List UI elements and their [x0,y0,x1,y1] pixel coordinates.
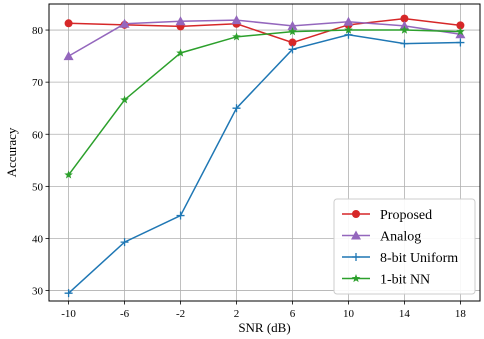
legend: Proposed Analog 8-bit Uniform 1-bit NN [333,198,476,295]
data-point-8-bit-uniform [120,238,129,247]
data-point-proposed [288,38,297,47]
data-point-8-bit-uniform [232,104,241,113]
legend-swatch-marker [351,230,361,240]
legend-swatch-marker [352,253,360,261]
data-point-1-bit-nn [176,48,185,57]
y-tick-label: 30 [32,286,44,298]
data-point-1-bit-nn [232,32,241,41]
legend-label: 8-bit Uniform [380,251,458,266]
data-point-analog [287,20,298,30]
data-point-8-bit-uniform [176,211,185,220]
y-axis-title: Accuracy [4,127,19,177]
series-line-analog [68,19,461,57]
legend-item-1-bit-nn: 1-bit NN [342,273,430,288]
legend-label: Analog [380,230,421,245]
x-tick-label: 14 [399,308,411,320]
data-point-1-bit-nn [456,27,465,36]
data-point-analog [399,20,410,30]
legend-swatch-marker [351,274,361,283]
data-point-1-bit-nn [344,25,353,34]
x-axis-ticks: -10 -6 -2 2 6 10 14 18 [61,301,466,320]
data-point-1-bit-nn [120,95,129,104]
series-analog [63,15,466,61]
plot-frame [48,3,481,302]
data-point-8-bit-uniform [456,38,465,47]
data-point-8-bit-uniform [288,45,297,54]
series-1-bit-nn [64,25,465,179]
data-point-analog [455,29,466,39]
data-point-proposed [456,21,465,30]
data-point-analog [63,51,74,61]
data-point-8-bit-uniform [400,39,409,48]
x-tick-label: 2 [234,308,240,320]
data-point-proposed [64,19,73,28]
series-8-bit-uniform [64,30,465,298]
y-tick-label: 70 [32,77,44,89]
x-tick-label: -2 [176,308,185,320]
legend-item-analog: Analog [342,230,421,245]
legend-item-proposed: Proposed [342,208,432,223]
series-line-8-bit-uniform [68,33,461,294]
y-axis-ticks: 30 40 50 60 70 80 [32,25,49,298]
legend-box [333,198,476,295]
data-point-1-bit-nn [400,25,409,34]
x-tick-label: 6 [290,308,296,320]
legend-swatch-marker [352,210,360,218]
series-line-proposed [68,17,461,44]
x-tick-label: -10 [61,308,76,320]
x-tick-label: -6 [120,308,130,320]
y-tick-label: 60 [32,129,44,141]
data-point-proposed [400,14,409,23]
series-layer [63,14,466,298]
data-point-analog [119,18,130,28]
series-line-1-bit-nn [67,29,461,176]
data-point-analog [175,16,186,26]
x-tick-label: 10 [343,308,355,320]
legend-item-8-bit-uniform: 8-bit Uniform [342,251,458,266]
x-tick-label: 18 [455,308,467,320]
y-tick-label: 80 [32,25,44,37]
y-tick-label: 50 [32,181,44,193]
data-point-1-bit-nn [64,170,73,179]
x-axis-title: SNR (dB) [238,320,290,335]
data-point-8-bit-uniform [344,30,353,39]
data-point-analog [343,16,354,26]
y-tick-label: 40 [32,233,44,245]
legend-label: 1-bit NN [380,273,430,288]
legend-label: Proposed [380,208,432,223]
data-point-8-bit-uniform [64,289,73,298]
data-point-1-bit-nn [288,27,297,36]
data-point-analog [231,15,242,25]
